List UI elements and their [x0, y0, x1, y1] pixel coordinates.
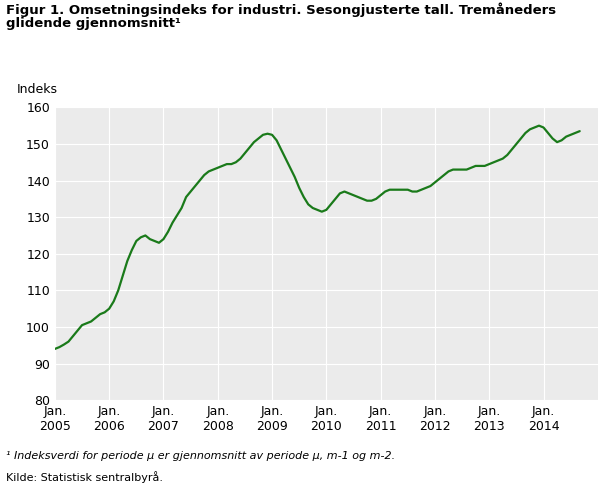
Text: Indeks: Indeks: [17, 82, 58, 96]
Text: Figur 1. Omsetningsindeks for industri. Sesongjusterte tall. Tremåneders: Figur 1. Omsetningsindeks for industri. …: [6, 2, 556, 17]
Text: glidende gjennomsnitt¹: glidende gjennomsnitt¹: [6, 17, 181, 30]
Text: Kilde: Statistisk sentralbyrå.: Kilde: Statistisk sentralbyrå.: [6, 471, 163, 483]
Text: ¹ Indeksverdi for periode μ er gjennomsnitt av periode μ, m-1 og m-2.: ¹ Indeksverdi for periode μ er gjennomsn…: [6, 451, 395, 461]
